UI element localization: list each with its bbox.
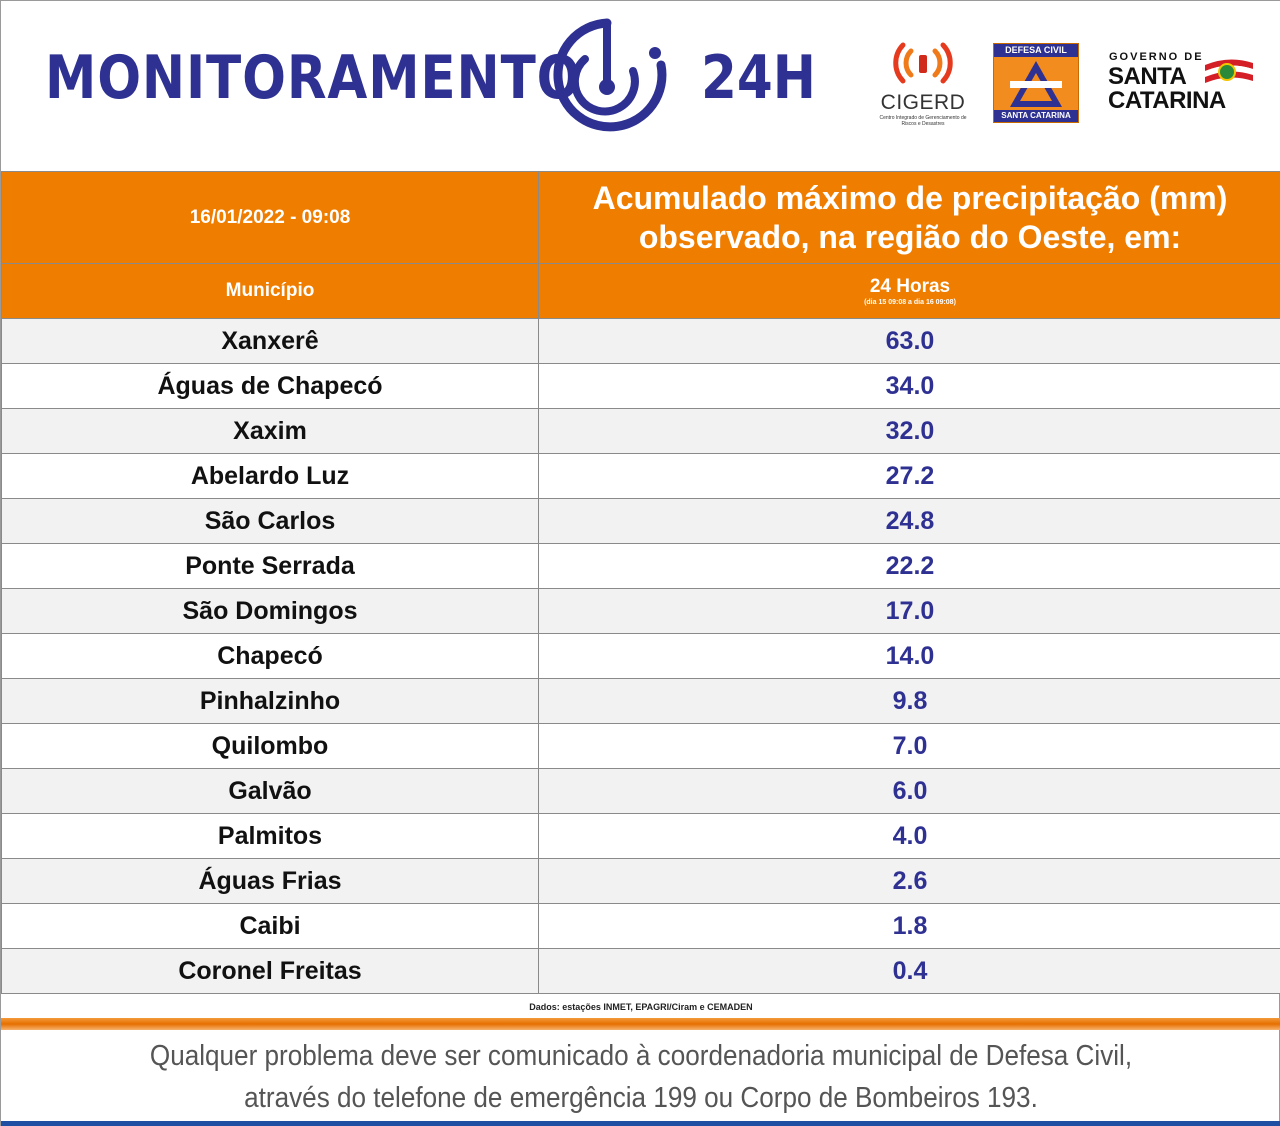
- table-title-row: 16/01/2022 - 09:08 Acumulado máximo de p…: [1, 171, 1280, 264]
- period-label: 24 Horas: [869, 276, 951, 297]
- table-row: Ponte Serrada 22.2: [1, 543, 1280, 589]
- radar-logo-icon: [553, 18, 667, 132]
- precipitation-value: 17.0: [538, 588, 1280, 634]
- precipitation-value: 63.0: [538, 318, 1280, 364]
- defesa-civil-emblem-icon: [1010, 61, 1062, 107]
- signal-waves-icon: [893, 42, 953, 84]
- municipio-name: Caibi: [1, 903, 539, 949]
- footer-line-1: Qualquer problema deve ser comunicado à …: [149, 1040, 1133, 1072]
- table-header-row: Município 24 Horas (dia 15 09:08 a dia 1…: [1, 263, 1280, 319]
- precipitation-value: 22.2: [538, 543, 1280, 589]
- column-header-municipio: Município: [1, 263, 539, 319]
- precipitation-value: 32.0: [538, 408, 1280, 454]
- precipitation-table: 16/01/2022 - 09:08 Acumulado máximo de p…: [1, 171, 1280, 994]
- precipitation-value: 24.8: [538, 498, 1280, 544]
- catarina-label: CATARINA: [1108, 87, 1226, 114]
- precipitation-value: 7.0: [538, 723, 1280, 769]
- table-row: São Carlos 24.8: [1, 498, 1280, 544]
- defesa-civil-bottom-label: SANTA CATARINA: [994, 110, 1078, 122]
- municipio-name: Quilombo: [1, 723, 539, 769]
- table-row: Palmitos 4.0: [1, 813, 1280, 859]
- cigerd-logo: CIGERD Centro Integrado de Gerenciamento…: [875, 37, 971, 127]
- precipitation-value: 34.0: [538, 363, 1280, 409]
- precipitation-value: 1.8: [538, 903, 1280, 949]
- table-row: Pinhalzinho 9.8: [1, 678, 1280, 724]
- table-row: Quilombo 7.0: [1, 723, 1280, 769]
- table-title: Acumulado máximo de precipitação (mm) ob…: [538, 171, 1280, 264]
- precipitation-value: 14.0: [538, 633, 1280, 679]
- precipitation-value: 9.8: [538, 678, 1280, 724]
- precipitation-value: 2.6: [538, 858, 1280, 904]
- municipio-name: Xanxerê: [1, 318, 539, 364]
- municipio-name: Galvão: [1, 768, 539, 814]
- table-row: Águas de Chapecó 34.0: [1, 363, 1280, 409]
- table-row: Águas Frias 2.6: [1, 858, 1280, 904]
- municipio-name: Abelardo Luz: [1, 453, 539, 499]
- bottom-bar: [1, 1121, 1280, 1126]
- brand-title: MONITORAMENTO: [45, 43, 582, 113]
- column-header-period: 24 Horas (dia 15 09:08 a dia 16 09:08): [538, 263, 1280, 319]
- footer-notice: Qualquer problema deve ser comunicado à …: [65, 1035, 1217, 1119]
- defesa-civil-top-label: DEFESA CIVIL: [994, 44, 1078, 57]
- municipio-name: Palmitos: [1, 813, 539, 859]
- table-row: São Domingos 17.0: [1, 588, 1280, 634]
- precipitation-value: 6.0: [538, 768, 1280, 814]
- cigerd-subtitle: Centro Integrado de Gerenciamento de Ris…: [879, 115, 967, 127]
- table-row: Coronel Freitas 0.4: [1, 948, 1280, 994]
- cigerd-name: CIGERD: [880, 91, 966, 114]
- santa-label: SANTA: [1108, 63, 1187, 90]
- governo-sc-logo: GOVERNO DE SANTA CATARINA: [1105, 51, 1257, 115]
- footer-line-2: através do telefone de emergência 199 ou…: [244, 1082, 1038, 1114]
- municipio-name: São Domingos: [1, 588, 539, 634]
- period-detail: (dia 15 09:08 a dia 16 09:08): [864, 299, 956, 306]
- precipitation-value: 0.4: [538, 948, 1280, 994]
- municipio-name: Águas de Chapecó: [1, 363, 539, 409]
- municipio-name: Águas Frias: [1, 858, 539, 904]
- table-row: Xanxerê 63.0: [1, 318, 1280, 364]
- header: MONITORAMENTO 24H CIGERD Centro Integrad…: [1, 1, 1280, 171]
- table-row: Galvão 6.0: [1, 768, 1280, 814]
- orange-divider: [1, 1018, 1280, 1030]
- governo-label: GOVERNO DE: [1109, 51, 1204, 63]
- precipitation-value: 4.0: [538, 813, 1280, 859]
- brand-24h: 24H: [701, 43, 816, 113]
- data-source-note: Dados: estações INMET, EPAGRI/Ciram e CE…: [529, 1002, 753, 1012]
- defesa-civil-logo: DEFESA CIVIL SANTA CATARINA: [993, 43, 1079, 123]
- municipio-name: Pinhalzinho: [1, 678, 539, 724]
- report-datetime: 16/01/2022 - 09:08: [1, 171, 539, 264]
- table-row: Xaxim 32.0: [1, 408, 1280, 454]
- municipio-name: Ponte Serrada: [1, 543, 539, 589]
- municipio-name: Coronel Freitas: [1, 948, 539, 994]
- municipio-name: Xaxim: [1, 408, 539, 454]
- municipio-name: Chapecó: [1, 633, 539, 679]
- table-row: Abelardo Luz 27.2: [1, 453, 1280, 499]
- municipio-name: São Carlos: [1, 498, 539, 544]
- table-row: Chapecó 14.0: [1, 633, 1280, 679]
- state-flag-icon: [1205, 59, 1253, 83]
- precipitation-value: 27.2: [538, 453, 1280, 499]
- table-row: Caibi 1.8: [1, 903, 1280, 949]
